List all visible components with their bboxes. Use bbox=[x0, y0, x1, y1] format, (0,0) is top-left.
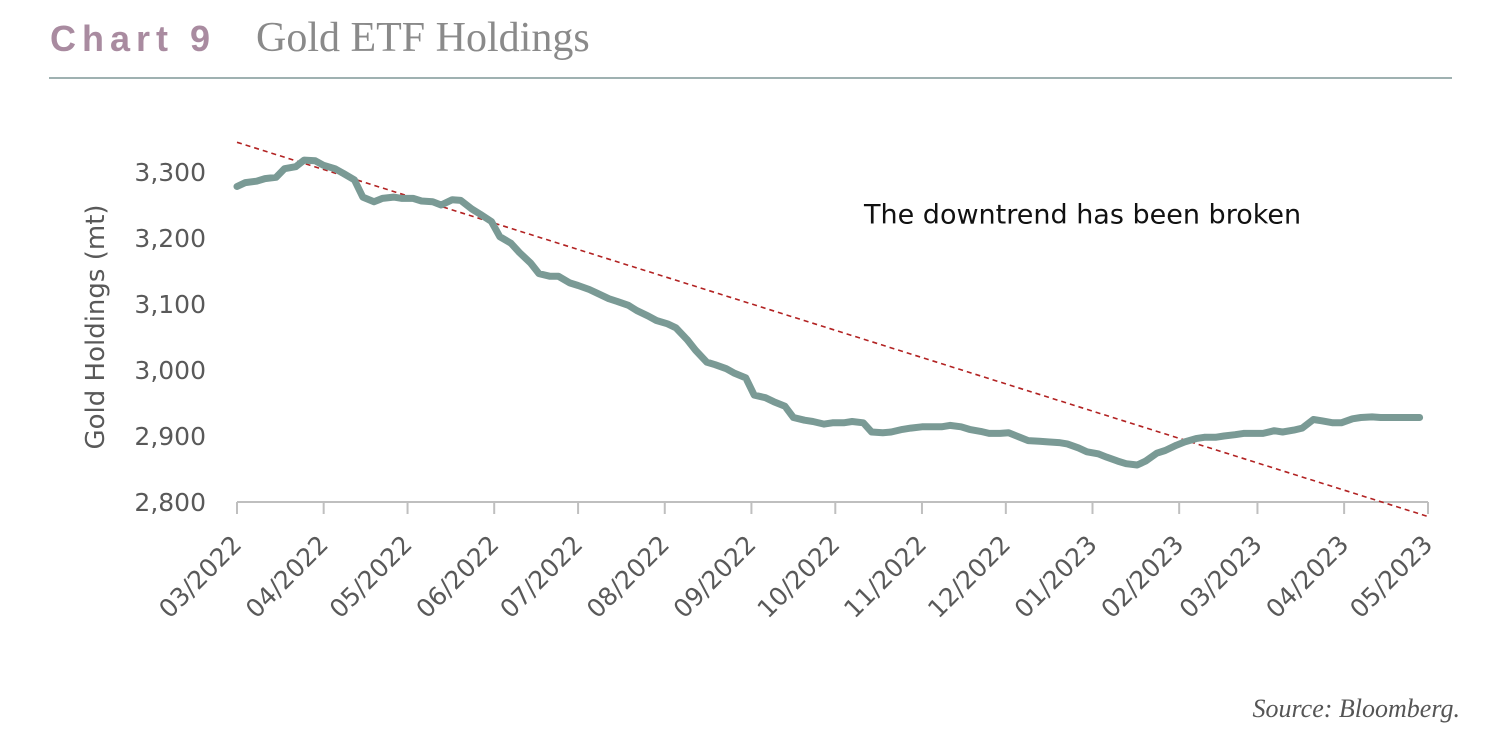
x-tick-label: 05/2022 bbox=[324, 530, 418, 624]
x-tick-label: 08/2022 bbox=[581, 530, 675, 624]
x-tick-label: 11/2022 bbox=[838, 530, 932, 624]
gold-holdings-series bbox=[233, 156, 1424, 469]
x-tick-label: 06/2022 bbox=[411, 530, 505, 624]
y-axis-title: Gold Holdings (mt) bbox=[81, 204, 111, 449]
y-tick-label: 2,900 bbox=[134, 422, 206, 451]
header-divider bbox=[49, 77, 1452, 79]
x-tick-label: 01/2023 bbox=[1009, 530, 1103, 624]
x-tick-label: 03/2022 bbox=[153, 530, 247, 624]
x-tick-label: 04/2023 bbox=[1260, 530, 1354, 624]
chart-title: Gold ETF Holdings bbox=[256, 15, 590, 61]
chart-annotation: The downtrend has been broken bbox=[863, 200, 1301, 231]
y-tick-label: 3,000 bbox=[134, 356, 206, 385]
source-note: Source: Bloomberg. bbox=[1252, 694, 1460, 723]
x-tick-label: 10/2022 bbox=[752, 530, 846, 624]
x-tick-label: 05/2023 bbox=[1344, 530, 1438, 624]
x-tick-label: 09/2022 bbox=[668, 530, 762, 624]
y-tick-label: 3,300 bbox=[134, 158, 206, 187]
y-tick-label: 2,800 bbox=[134, 488, 206, 517]
y-tick-label: 3,100 bbox=[134, 290, 206, 319]
x-tick-label: 07/2022 bbox=[494, 530, 588, 624]
chart-number-label: Chart 9 bbox=[50, 18, 217, 59]
y-tick-label: 3,200 bbox=[134, 224, 206, 253]
x-tick-label: 02/2023 bbox=[1095, 530, 1189, 624]
x-tick-label: 04/2022 bbox=[240, 530, 334, 624]
x-tick-label: 03/2023 bbox=[1174, 530, 1268, 624]
x-tick-label: 12/2022 bbox=[922, 530, 1016, 624]
